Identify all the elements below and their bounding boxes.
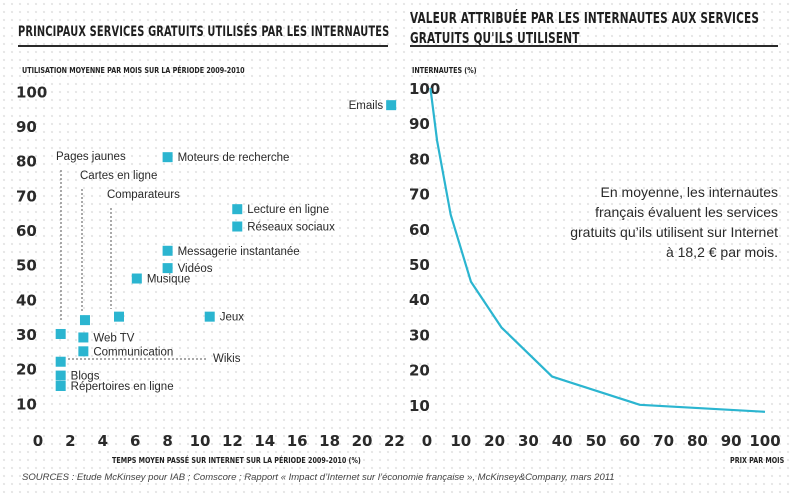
scatter-point-label: Répertoires en ligne (71, 381, 174, 393)
left-x-tick-label: 8 (162, 432, 172, 450)
right-x-tick-label: 90 (721, 432, 742, 450)
left-x-tick-label: 16 (287, 432, 308, 450)
left-y-tick-label: 30 (16, 326, 37, 344)
right-y-tick-label: 30 (409, 326, 430, 344)
left-y-tick-label: 40 (16, 291, 37, 309)
right-y-tick-label: 20 (409, 362, 430, 380)
right-y-tick-label: 50 (409, 256, 430, 274)
right-x-tick-label: 40 (552, 432, 573, 450)
scatter-point (78, 346, 89, 357)
right-x-tick-label: 30 (518, 432, 539, 450)
distribution-line (429, 87, 766, 413)
right-chart-title: VALEUR ATTRIBUÉE PAR LES INTERNAUTES AUX… (410, 8, 759, 48)
scatter-point-label: Wikis (213, 353, 241, 365)
right-y-tick-label: 100 (409, 80, 440, 98)
right-chart-title-line2: GRATUITS QU'ILS UTILISENT (410, 29, 580, 47)
right-y-tick-label: 90 (409, 115, 430, 133)
scatter-point-label: Blogs (71, 371, 100, 383)
scatter-point (55, 370, 66, 381)
left-x-tick-label: 22 (384, 432, 405, 450)
scatter-point-label: Moteurs de recherche (178, 152, 290, 164)
scatter-point-label: Communication (93, 346, 173, 358)
scatter-point (114, 311, 124, 322)
right-y-axis-label: INTERNAUTES (%) (412, 66, 477, 75)
right-x-tick-label: 70 (653, 432, 674, 450)
left-y-tick-label: 50 (16, 257, 37, 275)
average-note: En moyenne, les internautes français éva… (570, 184, 778, 260)
right-chart-title-line1: VALEUR ATTRIBUÉE PAR LES INTERNAUTES AUX… (410, 9, 760, 27)
left-y-tick-label: 20 (16, 361, 37, 379)
left-y-tick-label: 70 (16, 187, 37, 205)
right-title-rule (410, 45, 778, 47)
scatter-point (232, 204, 243, 215)
sources-text: SOURCES : Etude McKinsey pour IAB ; Coms… (22, 472, 615, 483)
right-x-tick-label: 60 (619, 432, 640, 450)
right-x-tick-label: 0 (422, 432, 432, 450)
right-x-tick-label: 10 (450, 432, 471, 450)
right-x-tick-label: 80 (687, 432, 708, 450)
scatter-point (79, 315, 90, 326)
scatter-point-label: Jeux (220, 312, 245, 324)
scatter-point (162, 152, 173, 163)
scatter-point-label: Emails (349, 100, 384, 112)
scatter-point (131, 273, 142, 284)
left-title-rule (18, 45, 388, 47)
left-x-axis-label: TEMPS MOYEN PASSÉ SUR INTERNET SUR LA PÉ… (112, 456, 361, 465)
left-x-tick-label: 6 (130, 432, 140, 450)
scatter-point-label: Musique (147, 274, 190, 286)
scatter-point (55, 356, 66, 367)
scatter-point (55, 380, 66, 391)
scatter-point (386, 100, 397, 111)
left-y-tick-label: 90 (16, 118, 37, 136)
left-y-tick-label: 10 (16, 395, 37, 413)
left-y-tick-label: 100 (16, 83, 47, 101)
left-x-tick-label: 0 (33, 432, 43, 450)
scatter-point (78, 332, 89, 343)
right-y-tick-label: 60 (409, 221, 430, 239)
scatter-point-label: Web TV (93, 332, 134, 344)
scatter-point (232, 221, 243, 232)
scatter-point-label: Messagerie instantanée (178, 246, 300, 258)
left-y-axis-label: UTILISATION MOYENNE PAR MOIS SUR LA PÉRI… (22, 66, 245, 75)
left-x-tick-label: 14 (254, 432, 275, 450)
left-x-tick-label: 4 (98, 432, 108, 450)
left-x-tick-label: 2 (65, 432, 75, 450)
scatter-point (162, 263, 173, 274)
scatter-point-label: Comparateurs (107, 189, 180, 201)
left-chart-title: PRINCIPAUX SERVICES GRATUITS UTILISÉS PA… (18, 24, 390, 40)
scatter-point-label: Pages jaunes (56, 151, 126, 163)
scatter-point-label: Lecture en ligne (247, 204, 329, 216)
right-x-axis-label: PRIX PAR MOIS (730, 456, 785, 465)
right-x-tick-label: 100 (749, 432, 780, 450)
scatter-point-label: Vidéos (178, 263, 213, 275)
right-y-tick-label: 40 (409, 291, 430, 309)
left-y-tick-label: 60 (16, 222, 37, 240)
left-x-tick-label: 20 (352, 432, 373, 450)
left-x-tick-label: 10 (190, 432, 211, 450)
scatter-point-label: Réseaux sociaux (247, 222, 335, 234)
right-y-tick-label: 10 (409, 397, 430, 415)
scatter-point (162, 245, 173, 256)
scatter-point (204, 311, 215, 322)
left-x-tick-label: 12 (222, 432, 243, 450)
right-x-tick-label: 20 (484, 432, 505, 450)
scatter-point-label: Cartes en ligne (80, 170, 157, 182)
left-x-tick-label: 18 (319, 432, 340, 450)
left-y-tick-label: 80 (16, 153, 37, 171)
right-y-tick-label: 70 (409, 186, 430, 204)
right-x-tick-label: 50 (586, 432, 607, 450)
right-y-tick-label: 80 (409, 150, 430, 168)
scatter-point (55, 328, 66, 339)
